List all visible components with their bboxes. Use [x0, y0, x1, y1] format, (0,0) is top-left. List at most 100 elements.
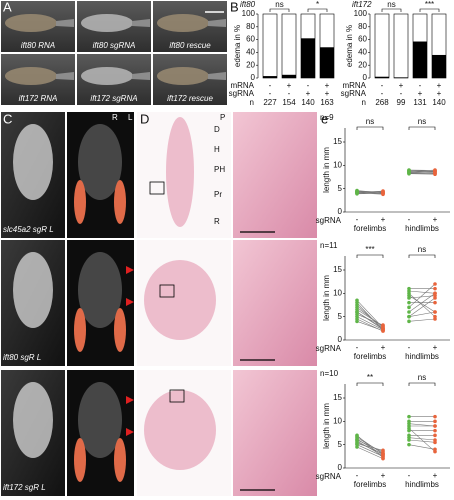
- significance: ***: [365, 245, 374, 254]
- point-minus: [407, 414, 411, 419]
- sign-label: +: [381, 215, 386, 224]
- point-minus: [407, 421, 411, 426]
- y-tick-label: 20: [246, 60, 255, 69]
- pair-line: [356, 318, 384, 332]
- sgrna-label: -: [400, 89, 403, 98]
- group-label: hindlimbs: [405, 480, 439, 489]
- point-plus: [433, 291, 437, 296]
- image-label: ift80 RNA: [21, 41, 55, 50]
- sign-label: -: [408, 215, 411, 224]
- tissue: [166, 117, 194, 227]
- significance: ns: [366, 117, 374, 126]
- scan-label: ift80 sgR L: [3, 353, 41, 362]
- y-tick-label: 5: [338, 440, 343, 449]
- n-label: 154: [282, 98, 296, 107]
- point-plus: [433, 171, 437, 176]
- significance: ns: [387, 0, 395, 9]
- bracket: [419, 8, 440, 12]
- y-tick-label: 100: [354, 9, 368, 18]
- pair-line: [356, 440, 384, 457]
- scan-label: slc45a2 sgR L: [3, 225, 54, 234]
- group-label: forelimbs: [354, 224, 386, 233]
- point-minus: [355, 434, 359, 439]
- bar: [413, 41, 427, 78]
- significance: ns: [275, 0, 283, 9]
- point-minus: [407, 310, 411, 314]
- point-plus: [381, 327, 385, 332]
- mrna-label: +: [399, 81, 404, 90]
- bar: [263, 76, 277, 78]
- y-tick-label: 15: [333, 265, 342, 274]
- end-label: D: [214, 125, 220, 134]
- image-label: ift172 sgRNA: [90, 94, 137, 103]
- row-label: n: [250, 98, 254, 107]
- sign-label: +: [433, 343, 438, 352]
- skeleton: [13, 252, 53, 328]
- image-label: ift80 sgRNA: [93, 41, 136, 50]
- n-label: 131: [413, 98, 427, 107]
- histology-detail: [233, 112, 317, 238]
- image-label: ift172 RNA: [19, 94, 58, 103]
- limb-left: [74, 308, 86, 352]
- pair-line: [356, 316, 384, 331]
- pair-line: [408, 172, 436, 175]
- point-minus: [355, 192, 359, 196]
- y-tick-label: 20: [358, 60, 367, 69]
- sign-label: -: [356, 471, 359, 480]
- y-tick-label: 0: [338, 463, 343, 472]
- n-label: n=11: [320, 241, 338, 250]
- y-axis-label: length in mm: [322, 275, 331, 321]
- pair-line: [408, 439, 436, 443]
- y-tick-label: 40: [358, 48, 367, 57]
- image-label: ift80 rescue: [169, 41, 211, 50]
- arrow: [126, 396, 134, 404]
- point-plus: [433, 310, 437, 314]
- bracket: [408, 126, 436, 130]
- sign-label: -: [408, 471, 411, 480]
- y-tick-label: 0: [251, 73, 256, 82]
- y-tick-label: 0: [338, 207, 343, 216]
- sign-label: -: [356, 343, 359, 352]
- pair-line: [408, 169, 436, 172]
- n-label: n=10: [320, 369, 339, 378]
- bar-frame: [393, 13, 409, 79]
- significance: ns: [418, 117, 426, 126]
- tadpole: [81, 67, 133, 85]
- pair-line: [408, 311, 436, 317]
- y-axis-label: length in mm: [322, 403, 331, 449]
- panel-letter: D: [140, 111, 149, 126]
- point-plus: [433, 282, 437, 286]
- render-body: [78, 124, 122, 200]
- tail: [56, 72, 74, 80]
- significance: ns: [418, 245, 426, 254]
- sign-label: +: [433, 471, 438, 480]
- bracket: [356, 126, 384, 130]
- pair-line: [356, 446, 384, 459]
- point-plus: [381, 323, 385, 327]
- group-label: forelimbs: [354, 352, 386, 361]
- sign-label: -: [356, 215, 359, 224]
- point-plus: [433, 424, 437, 428]
- mrna-label: -: [381, 81, 384, 90]
- bar-frame: [281, 13, 297, 79]
- pair-line: [356, 311, 384, 330]
- tail: [132, 19, 150, 27]
- point-plus: [433, 296, 437, 300]
- sgrna-label: +: [325, 89, 330, 98]
- point-minus: [407, 300, 411, 305]
- zoom-box: [169, 389, 185, 403]
- histology-detail: [233, 240, 317, 366]
- point-minus: [355, 439, 359, 443]
- point-plus: [433, 300, 437, 305]
- end-label: P: [220, 113, 225, 122]
- point-minus: [407, 305, 411, 310]
- zone-label: R: [214, 217, 220, 226]
- point-minus: [407, 169, 411, 174]
- zone-label: Pr: [214, 190, 222, 199]
- y-tick-label: 60: [246, 35, 255, 44]
- scan-label: ift172 sgR L: [3, 483, 46, 492]
- n-label: 140: [301, 98, 315, 107]
- bracket: [356, 382, 384, 386]
- point-minus: [407, 293, 411, 298]
